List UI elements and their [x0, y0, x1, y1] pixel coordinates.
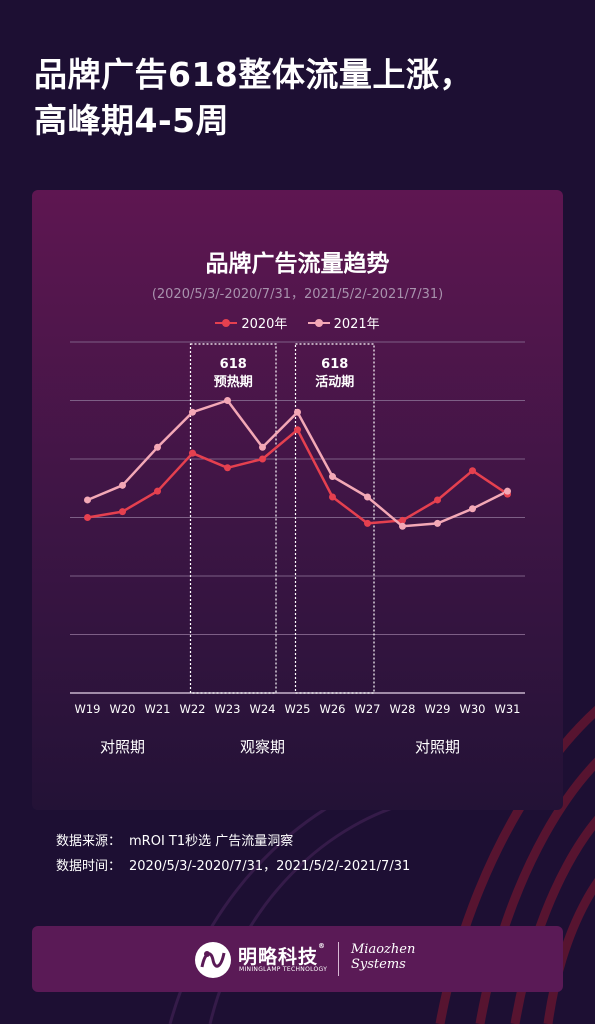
x-tick-label: W26 [319, 702, 345, 716]
data-point [399, 522, 406, 530]
data-point [119, 481, 126, 489]
x-tick-label: W20 [109, 702, 135, 716]
legend-item-2021: 2021年 [307, 313, 380, 332]
data-point [224, 397, 231, 404]
legend-label-2021: 2021年 [333, 317, 380, 332]
x-tick-label: W23 [214, 702, 240, 716]
data-point [84, 496, 91, 504]
data-time-label: 数据时间： [56, 859, 122, 874]
data-point [469, 467, 476, 475]
data-point [329, 493, 336, 501]
legend-label-2020: 2020年 [241, 317, 288, 332]
series-line-2021年 [87, 399, 509, 528]
partner-name-line-1: Miaozhen [351, 942, 416, 957]
data-point [224, 464, 231, 472]
headline-line-2: 高峰期4-5周 [34, 101, 230, 140]
page-headline: 品牌广告618整体流量上涨， 高峰期4-5周 [34, 52, 574, 144]
headline-line-1: 品牌广告618整体流量上涨， [34, 55, 473, 94]
x-tick-label: W30 [459, 702, 485, 716]
chart-subtitle: (2020/5/3/-2020/7/31，2021/5/2/-2021/7/31… [151, 287, 444, 302]
legend-swatch-2020 [215, 318, 238, 328]
legend-swatch-2021 [307, 318, 330, 328]
partner-name-line-2: Systems [351, 957, 406, 972]
data-point [259, 443, 266, 451]
data-point [84, 514, 91, 521]
x-tick-label: W22 [179, 702, 205, 716]
data-source-label: 数据来源： [56, 834, 122, 849]
x-tick-label: W24 [249, 702, 275, 716]
period-group-label-3: 对照期 [415, 738, 460, 756]
brand-name-cn: 明略科技® [238, 942, 326, 969]
highlight-label-1: 618 [220, 357, 247, 372]
chart-title: 品牌广告流量趋势 [205, 251, 390, 277]
data-point [399, 516, 406, 524]
data-point [434, 519, 441, 527]
x-tick-label: W27 [354, 702, 380, 716]
data-time-note: 数据时间： 2020/5/3/-2020/7/31，2021/5/2/-2021/… [56, 855, 410, 874]
x-tick-label: W29 [424, 702, 450, 716]
x-tick-label: W21 [144, 702, 170, 716]
legend-item-2020: 2020年 [215, 313, 287, 332]
data-point [259, 455, 266, 463]
highlight-box-1 [189, 343, 277, 694]
data-point [189, 408, 196, 416]
data-source-note: 数据来源： mROI T1秒选 广告流量洞察 [56, 830, 293, 849]
data-point [189, 449, 196, 457]
chart-legend: 2020年 2021年 [0, 313, 595, 332]
brand-bar [32, 926, 563, 992]
data-point [294, 408, 301, 416]
data-source-value: mROI T1秒选 广告流量洞察 [129, 834, 294, 849]
data-point [294, 426, 301, 434]
x-tick-label: W25 [284, 702, 310, 716]
period-group-label-1: 对照期 [100, 738, 145, 756]
data-point [329, 473, 336, 481]
highlight-sublabel-2: 活动期 [315, 374, 354, 390]
highlight-box-2 [294, 343, 375, 694]
series-line-2020年 [87, 428, 509, 525]
period-group-label-2: 观察期 [240, 738, 285, 756]
x-tick-label: W19 [74, 702, 100, 716]
chart-card [32, 190, 563, 810]
x-tick-label: W28 [389, 702, 415, 716]
data-point [364, 493, 371, 501]
data-point [154, 487, 161, 495]
registered-mark: ® [318, 942, 327, 950]
brand-name-en: MININGLAMP TECHNOLOGY [239, 966, 328, 973]
x-tick-label: W31 [494, 702, 520, 716]
data-point [504, 487, 511, 495]
highlight-label-2: 618 [321, 357, 348, 372]
data-point [434, 496, 441, 504]
highlight-sublabel-1: 预热期 [214, 374, 253, 390]
brand-name-cn-text: 明略科技 [238, 946, 319, 968]
data-point [364, 519, 371, 527]
data-point [119, 508, 126, 516]
line-chart: 618 预热期 618 活动期 W19 W20 W21 W22 W23 W24 W25 W26 W27 W… [70, 341, 525, 756]
data-time-value: 2020/5/3/-2020/7/31，2021/5/2/-2021/7/31 [129, 859, 411, 874]
data-point [154, 443, 161, 451]
partner-logo: Miaozhen Systems [351, 942, 415, 972]
data-point [469, 505, 476, 513]
mininglamp-logo-icon [195, 942, 231, 978]
brand-divider [338, 942, 339, 976]
